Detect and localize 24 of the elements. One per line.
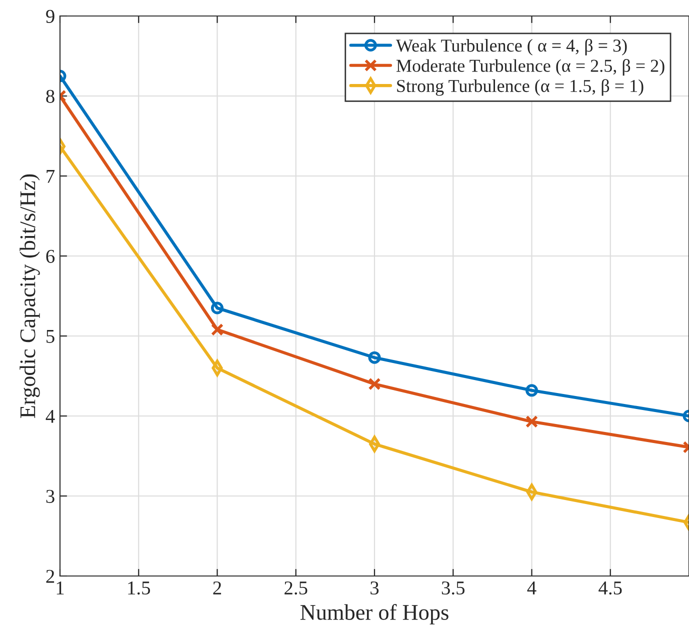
x-tick-label: 2 [213,581,222,594]
x-tick-label: 4.5 [598,582,622,595]
legend-label: Strong Turbulence (α = 1.5, β = 1) [397,79,644,96]
x-tick-label: 1 [56,582,64,594]
y-tick-label: 3 [46,490,54,503]
legend-label: Weak Turbulence ( α = 4, β = 3) [396,38,627,56]
x-tick-label: 4 [527,582,536,594]
x-axis-title: Number of Hops [300,604,448,624]
x-tick-label: 3 [370,581,379,595]
point [368,378,381,390]
x-tick-label: 1.5 [128,582,150,595]
x-tick-label: 3.5 [442,581,465,595]
y-tick-label: 4 [46,410,55,423]
y-tick-label: 6 [46,250,55,263]
y-tick-label: 8 [46,90,54,103]
y-tick-label: 7 [46,170,55,183]
y-tick-label: 5 [46,330,54,343]
y-tick-label: 2 [46,570,54,583]
y-tick-label: 9 [46,10,54,23]
y-axis-title: Ergodic Capacity (bit/s/Hz) [20,174,40,418]
legend-label: Moderate Turbulence (α = 2.5, β = 2) [396,59,664,76]
point [368,436,380,452]
point [368,351,381,364]
x-tick-label: 2.5 [284,581,308,595]
